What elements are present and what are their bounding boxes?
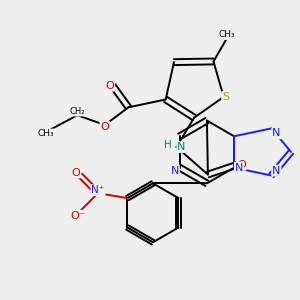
- Text: CH₃: CH₃: [219, 30, 236, 39]
- Text: O: O: [100, 122, 109, 132]
- Text: N: N: [272, 128, 281, 138]
- Text: S: S: [222, 92, 229, 102]
- Text: N: N: [235, 163, 243, 173]
- Text: N⁺: N⁺: [92, 185, 105, 195]
- Text: N: N: [177, 142, 186, 152]
- Text: N: N: [272, 166, 281, 176]
- Text: O: O: [71, 168, 80, 178]
- Text: O: O: [105, 81, 114, 91]
- Text: O: O: [237, 160, 246, 170]
- Text: O⁻: O⁻: [70, 211, 85, 221]
- Text: H: H: [164, 140, 172, 150]
- Text: CH₃: CH₃: [38, 129, 54, 138]
- Text: CH₂: CH₂: [70, 107, 85, 116]
- Text: N: N: [171, 166, 179, 176]
